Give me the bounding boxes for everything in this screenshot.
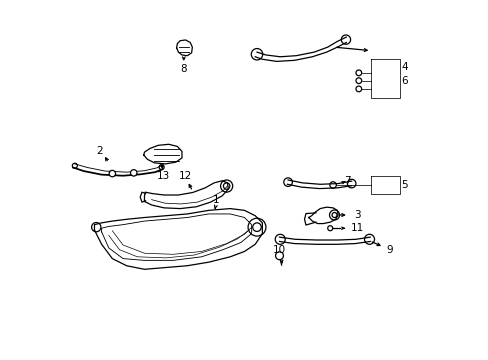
Text: 3: 3 (353, 210, 360, 220)
Text: 8: 8 (180, 64, 187, 74)
Text: 12: 12 (179, 171, 192, 181)
Text: 11: 11 (350, 223, 364, 233)
Circle shape (130, 170, 137, 176)
Text: 9: 9 (386, 245, 392, 255)
Text: 1: 1 (212, 195, 219, 204)
Text: 5: 5 (401, 180, 407, 190)
Circle shape (109, 170, 115, 177)
Text: 6: 6 (401, 76, 407, 86)
Text: 13: 13 (156, 171, 169, 181)
Text: 7: 7 (344, 176, 350, 186)
Text: 4: 4 (401, 63, 407, 72)
Text: 10: 10 (272, 245, 285, 255)
Text: 2: 2 (96, 146, 103, 156)
